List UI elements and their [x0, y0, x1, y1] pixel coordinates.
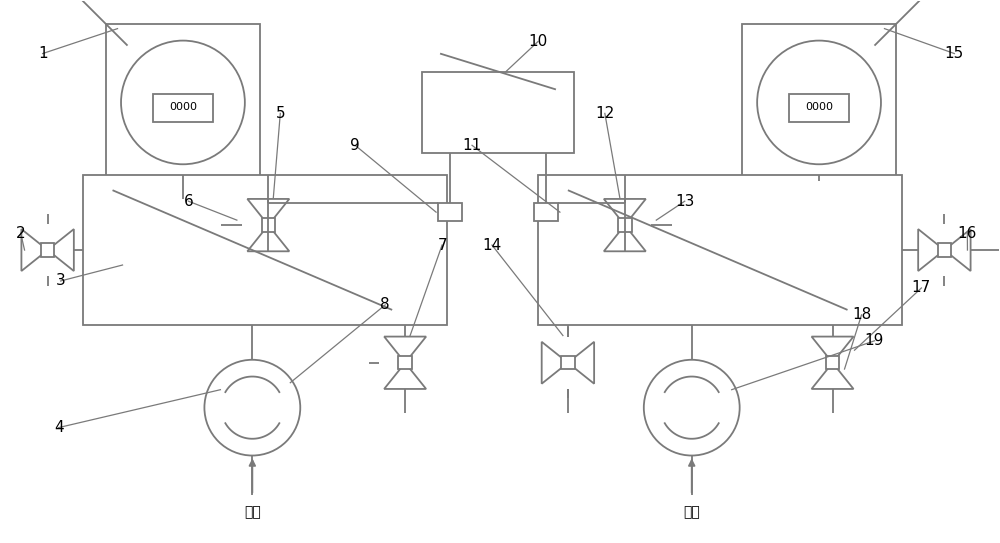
Polygon shape	[944, 229, 971, 271]
Bar	[618, 218, 632, 232]
Text: 大气: 大气	[683, 506, 700, 520]
Bar	[534, 203, 558, 221]
Bar	[262, 218, 275, 232]
Polygon shape	[918, 229, 944, 271]
Bar	[41, 243, 54, 257]
Bar	[398, 356, 412, 369]
Circle shape	[204, 360, 300, 456]
Text: 12: 12	[595, 106, 614, 121]
Bar	[742, 24, 896, 181]
Bar	[153, 94, 213, 122]
Polygon shape	[568, 342, 594, 384]
Circle shape	[644, 360, 740, 456]
Circle shape	[757, 41, 881, 165]
Text: 17: 17	[912, 280, 931, 295]
Polygon shape	[21, 229, 48, 271]
Text: 6: 6	[184, 194, 193, 209]
Bar	[561, 356, 575, 369]
Text: 18: 18	[852, 307, 871, 323]
Bar	[538, 175, 902, 325]
Bar	[422, 72, 574, 153]
Text: 10: 10	[528, 34, 548, 49]
Bar	[438, 203, 462, 221]
Polygon shape	[604, 199, 646, 225]
Text: 13: 13	[675, 194, 694, 209]
Polygon shape	[812, 337, 854, 363]
Text: 3: 3	[56, 274, 65, 288]
Text: 大气: 大气	[244, 506, 261, 520]
Polygon shape	[542, 342, 568, 384]
Polygon shape	[247, 225, 289, 251]
Text: 0000: 0000	[805, 103, 833, 112]
Polygon shape	[48, 229, 74, 271]
Polygon shape	[384, 363, 426, 389]
Bar	[938, 243, 951, 257]
Bar	[789, 94, 849, 122]
Text: 0000: 0000	[169, 103, 197, 112]
Text: 2: 2	[16, 225, 25, 241]
Text: 16: 16	[958, 225, 977, 241]
Text: 7: 7	[437, 238, 447, 252]
Text: 14: 14	[482, 238, 502, 252]
Text: 4: 4	[54, 420, 63, 435]
Polygon shape	[384, 337, 426, 363]
Text: 8: 8	[380, 298, 390, 312]
Bar	[826, 356, 839, 369]
Text: 9: 9	[350, 138, 360, 153]
Polygon shape	[604, 225, 646, 251]
Text: 11: 11	[462, 138, 482, 153]
Text: 5: 5	[275, 106, 285, 121]
Text: 15: 15	[945, 46, 964, 61]
Bar	[83, 175, 447, 325]
Circle shape	[121, 41, 245, 165]
Bar	[106, 24, 260, 181]
Text: 19: 19	[865, 333, 884, 348]
Polygon shape	[247, 199, 289, 225]
Text: 1: 1	[38, 46, 47, 61]
Polygon shape	[812, 363, 854, 389]
